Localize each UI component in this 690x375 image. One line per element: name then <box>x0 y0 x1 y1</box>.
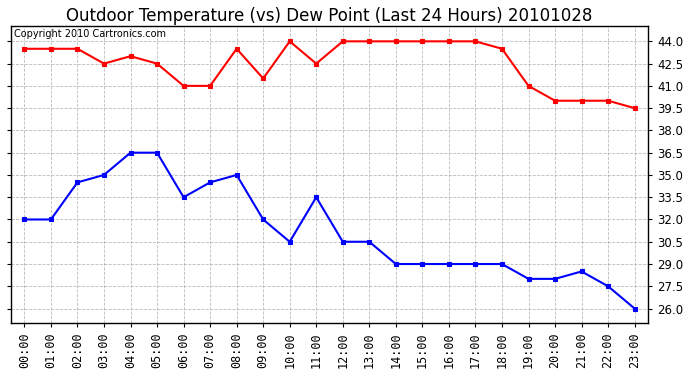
Title: Outdoor Temperature (vs) Dew Point (Last 24 Hours) 20101028: Outdoor Temperature (vs) Dew Point (Last… <box>66 7 593 25</box>
Text: Copyright 2010 Cartronics.com: Copyright 2010 Cartronics.com <box>14 30 166 39</box>
